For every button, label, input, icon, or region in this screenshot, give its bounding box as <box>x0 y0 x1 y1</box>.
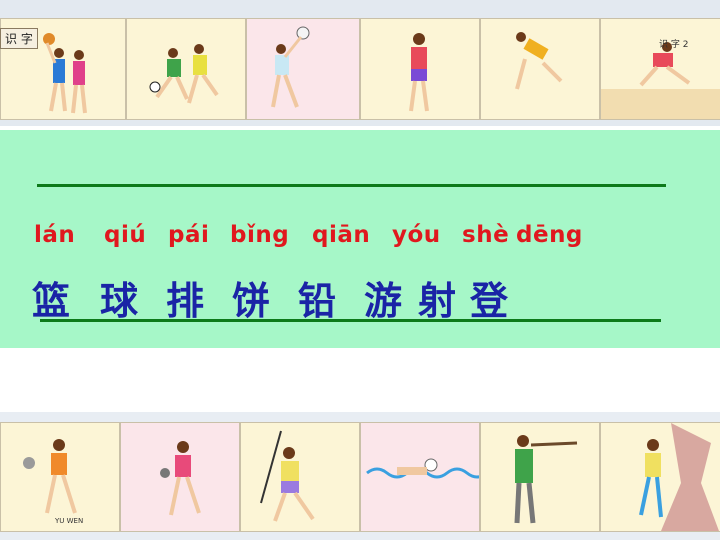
pinyin-syllable: pái <box>168 222 210 248</box>
hanzi-character: 篮 <box>32 279 71 323</box>
hanzi-character: 铅 <box>298 279 337 323</box>
lesson-label: 识 字 <box>0 28 38 49</box>
shooting-illustration <box>480 422 600 532</box>
lesson-panel: lán qiú pái bǐng qiān yóu shè dēng 篮 球 排… <box>0 130 720 348</box>
bottom-illustration-strip: YU WEN <box>0 412 720 540</box>
top-illustration-strip: 识 字 2 识 字 <box>0 0 720 126</box>
top-writing-line <box>37 184 666 187</box>
pinyin-syllable: shè <box>462 222 510 248</box>
bottom-writing-line <box>40 319 661 322</box>
pinyin-syllable: bǐng <box>230 222 290 248</box>
climbing-illustration <box>600 422 720 532</box>
basketball-illustration <box>0 18 126 120</box>
hanzi-character: 排 <box>166 279 205 323</box>
pinyin-syllable: qiān <box>312 222 371 248</box>
hanzi-character: 球 <box>100 279 139 323</box>
pinyin-syllable: dēng <box>516 222 583 248</box>
hanzi-character: 射 <box>418 279 457 323</box>
page-label: 识 字 2 <box>659 40 689 50</box>
hanzi-character: 登 <box>470 279 509 323</box>
pinyin-syllable: lán <box>34 222 76 248</box>
shot-put-illustration <box>120 422 240 532</box>
volleyball-illustration <box>246 18 360 120</box>
javelin-illustration <box>240 422 360 532</box>
long-jump-illustration: 识 字 2 <box>600 18 720 120</box>
soccer-illustration <box>126 18 246 120</box>
pinyin-syllable: qiú <box>104 222 147 248</box>
pinyin-syllable: yóu <box>392 222 441 248</box>
swimming-illustration <box>360 422 480 532</box>
discus-illustration: YU WEN <box>0 422 120 532</box>
table-tennis-illustration <box>360 18 480 120</box>
book-label: YU WEN <box>55 517 84 525</box>
hanzi-character: 饼 <box>232 279 271 323</box>
hanzi-character: 游 <box>364 279 403 323</box>
high-jump-illustration <box>480 18 600 120</box>
